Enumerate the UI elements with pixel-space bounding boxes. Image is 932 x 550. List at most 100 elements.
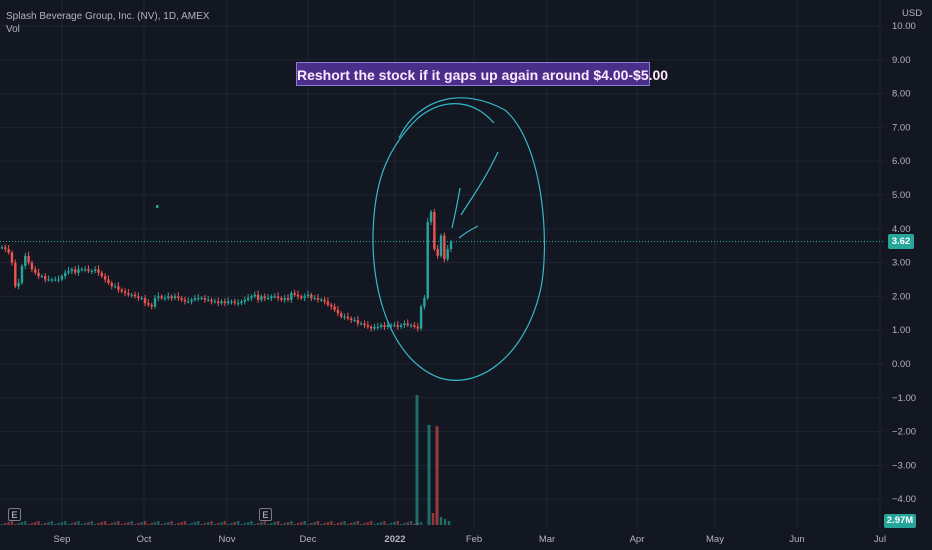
volume-bar [369,521,373,525]
volume-bar [256,523,260,525]
volume-bar [413,524,416,525]
price-axis-ticks: 10.00 9.00 8.00 7.00 6.00 5.00 4.00 3.00 2.00 1.0… [892,21,916,505]
time-tick-label: Apr [630,534,645,545]
volume-bar [350,523,353,525]
candle-body [107,279,110,283]
volume-bar [4,523,7,525]
candle-body [77,269,80,273]
volume-indicator-label[interactable]: Vol [6,24,20,35]
candle-body [197,298,200,300]
volume-bar [303,521,306,525]
volume-bar [266,524,270,525]
volume-bar [80,524,84,525]
candle-body [426,222,429,299]
volume-bar [330,521,333,525]
candle-body [253,294,256,297]
volume-bar [63,521,67,525]
price-tick-label: 6.00 [892,156,911,167]
candle-body [10,252,14,263]
candle-body [273,296,276,298]
candle-body [350,318,353,321]
candle-body [223,301,227,304]
candle-body [376,326,380,328]
volume-bar [283,523,286,525]
hand-drawn-ellipse [372,97,546,381]
volume-bar [110,523,113,525]
candle-body [193,298,197,300]
candle-body [163,298,167,300]
volume-bar [246,522,250,525]
volume-bar [226,524,230,525]
volume-bar [276,521,280,525]
volume-bar [403,523,406,525]
volume-bar [173,524,177,525]
candle-body [110,282,113,287]
volume-bar [363,523,366,525]
volume-bar [20,522,24,525]
time-tick-label: Jul [874,534,886,545]
volume-bar [190,523,193,525]
volume-bar [399,524,403,525]
time-tick-label: May [706,534,724,545]
time-tick-label: Sep [54,534,71,545]
candle-body [333,306,336,310]
volume-bar [37,521,40,525]
candle-body [263,296,266,299]
hand-drawn-arrow-1 [460,151,499,216]
candle-body [250,296,253,299]
volume-value-tag: 2.97M [884,514,916,528]
price-tick-label: −3.00 [892,460,916,471]
candle-body [300,296,303,299]
grid-lines [0,0,884,528]
text-annotation[interactable]: Reshort the stock if it gaps up again ar… [296,62,668,86]
candle-body [40,276,44,278]
candle-body [143,298,147,304]
price-tick-label: 2.00 [892,291,911,302]
candle-body [190,299,193,302]
earnings-marker[interactable]: E [259,508,272,521]
candle-body [326,301,330,305]
volume-bar [373,524,376,525]
candle-body [379,325,383,327]
candle-body [220,301,223,304]
volume-bar [147,524,150,525]
volume-bar [87,522,90,525]
volume-bar [83,523,87,525]
candle-body [346,316,350,319]
candle-body [270,296,273,299]
candle-body [30,262,34,270]
time-tick-label: Mar [539,534,555,545]
volume-bar [340,522,343,525]
candle-body [93,269,97,272]
candle-body [233,301,237,304]
candle-body [90,271,93,273]
price-tick-label: 0.00 [892,359,911,370]
candle-body [147,303,150,305]
candle-body [57,279,60,281]
candle-body [167,296,170,299]
volume-bar [183,521,187,525]
time-tick-label: Feb [466,534,482,545]
volume-bar [366,522,370,525]
price-tick-label: 3.00 [892,258,911,269]
volume-bar [263,521,266,525]
price-tick-label: −2.00 [892,427,916,438]
hand-drawings [372,97,546,381]
candle-body [27,255,30,263]
time-axis-ticks: Sep Oct Nov Dec 2022 Feb Mar Apr May Jun Jul [54,534,887,545]
volume-bar [17,523,20,525]
candle-body [446,249,449,260]
candle-body [157,296,160,299]
price-tick-label: 5.00 [892,190,911,201]
price-tick-label: 7.00 [892,122,911,133]
volume-bar [127,522,130,525]
candle-body [280,298,283,300]
candle-body [439,235,443,256]
earnings-marker[interactable]: E [8,508,21,521]
volume-spike-bar [427,424,431,525]
volume-bar [140,522,143,525]
candle-body [216,301,220,304]
volume-bar [150,523,153,525]
volume-bar [200,524,203,525]
